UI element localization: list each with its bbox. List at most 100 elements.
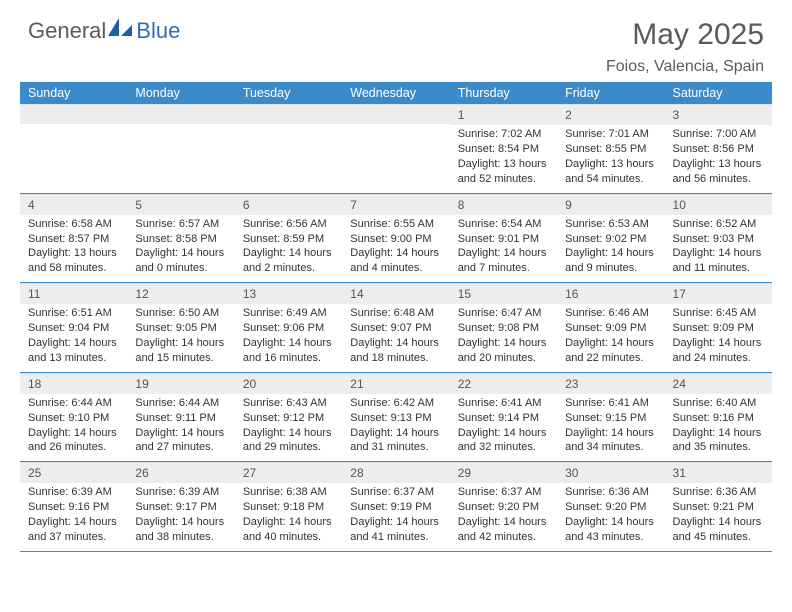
sunset-text: Sunset: 9:11 PM xyxy=(135,411,226,426)
day-number: 19 xyxy=(127,373,234,394)
sunrise-text: Sunrise: 6:36 AM xyxy=(565,485,656,500)
dow-sunday: Sunday xyxy=(20,82,127,104)
week-row: 25Sunrise: 6:39 AMSunset: 9:16 PMDayligh… xyxy=(20,462,772,552)
sunset-text: Sunset: 9:20 PM xyxy=(458,500,549,515)
sunset-text: Sunset: 9:06 PM xyxy=(243,321,334,336)
sunrise-text: Sunrise: 6:47 AM xyxy=(458,306,549,321)
daylight-text: Daylight: 14 hours and 15 minutes. xyxy=(135,336,226,366)
daylight-text: Daylight: 14 hours and 11 minutes. xyxy=(673,246,764,276)
sunrise-text: Sunrise: 6:38 AM xyxy=(243,485,334,500)
day-body: Sunrise: 6:41 AMSunset: 9:14 PMDaylight:… xyxy=(450,394,557,461)
sunset-text: Sunset: 9:16 PM xyxy=(673,411,764,426)
sunrise-text: Sunrise: 6:54 AM xyxy=(458,217,549,232)
sunrise-text: Sunrise: 6:41 AM xyxy=(458,396,549,411)
day-body: Sunrise: 6:36 AMSunset: 9:21 PMDaylight:… xyxy=(665,483,772,550)
day-number: 1 xyxy=(450,104,557,125)
day-cell: 6Sunrise: 6:56 AMSunset: 8:59 PMDaylight… xyxy=(235,194,342,283)
location-label: Foios, Valencia, Spain xyxy=(0,58,792,76)
day-cell: 20Sunrise: 6:43 AMSunset: 9:12 PMDayligh… xyxy=(235,373,342,462)
brand-left: General xyxy=(28,18,106,44)
sunset-text: Sunset: 9:07 PM xyxy=(350,321,441,336)
dow-thursday: Thursday xyxy=(450,82,557,104)
day-number: 5 xyxy=(127,194,234,215)
daylight-text: Daylight: 14 hours and 43 minutes. xyxy=(565,515,656,545)
sunset-text: Sunset: 9:12 PM xyxy=(243,411,334,426)
day-body: Sunrise: 6:37 AMSunset: 9:20 PMDaylight:… xyxy=(450,483,557,550)
week-row: 18Sunrise: 6:44 AMSunset: 9:10 PMDayligh… xyxy=(20,373,772,463)
day-cell: 8Sunrise: 6:54 AMSunset: 9:01 PMDaylight… xyxy=(450,194,557,283)
sunrise-text: Sunrise: 6:48 AM xyxy=(350,306,441,321)
day-body: Sunrise: 6:49 AMSunset: 9:06 PMDaylight:… xyxy=(235,304,342,371)
brand-sail-icon xyxy=(108,18,134,44)
day-number: 31 xyxy=(665,462,772,483)
day-number: 23 xyxy=(557,373,664,394)
day-number xyxy=(342,104,449,124)
day-body: Sunrise: 6:36 AMSunset: 9:20 PMDaylight:… xyxy=(557,483,664,550)
day-body: Sunrise: 6:47 AMSunset: 9:08 PMDaylight:… xyxy=(450,304,557,371)
dow-friday: Friday xyxy=(557,82,664,104)
sunset-text: Sunset: 9:19 PM xyxy=(350,500,441,515)
sunset-text: Sunset: 9:02 PM xyxy=(565,232,656,247)
daylight-text: Daylight: 14 hours and 0 minutes. xyxy=(135,246,226,276)
day-body: Sunrise: 6:52 AMSunset: 9:03 PMDaylight:… xyxy=(665,215,772,282)
day-body: Sunrise: 6:42 AMSunset: 9:13 PMDaylight:… xyxy=(342,394,449,461)
weeks-container: 1Sunrise: 7:02 AMSunset: 8:54 PMDaylight… xyxy=(20,104,772,552)
header: General Blue May 2025 xyxy=(0,0,792,56)
day-number: 17 xyxy=(665,283,772,304)
day-cell xyxy=(235,104,342,193)
day-body: Sunrise: 6:54 AMSunset: 9:01 PMDaylight:… xyxy=(450,215,557,282)
day-cell: 15Sunrise: 6:47 AMSunset: 9:08 PMDayligh… xyxy=(450,283,557,372)
daylight-text: Daylight: 14 hours and 26 minutes. xyxy=(28,426,119,456)
daylight-text: Daylight: 14 hours and 16 minutes. xyxy=(243,336,334,366)
day-body: Sunrise: 6:44 AMSunset: 9:10 PMDaylight:… xyxy=(20,394,127,461)
day-cell: 12Sunrise: 6:50 AMSunset: 9:05 PMDayligh… xyxy=(127,283,234,372)
sunset-text: Sunset: 8:54 PM xyxy=(458,142,549,157)
day-cell: 4Sunrise: 6:58 AMSunset: 8:57 PMDaylight… xyxy=(20,194,127,283)
day-cell: 21Sunrise: 6:42 AMSunset: 9:13 PMDayligh… xyxy=(342,373,449,462)
sunset-text: Sunset: 9:13 PM xyxy=(350,411,441,426)
day-body: Sunrise: 6:38 AMSunset: 9:18 PMDaylight:… xyxy=(235,483,342,550)
sunset-text: Sunset: 9:05 PM xyxy=(135,321,226,336)
dow-saturday: Saturday xyxy=(665,82,772,104)
sunrise-text: Sunrise: 7:00 AM xyxy=(673,127,764,142)
day-body: Sunrise: 6:45 AMSunset: 9:09 PMDaylight:… xyxy=(665,304,772,371)
daylight-text: Daylight: 14 hours and 45 minutes. xyxy=(673,515,764,545)
sunrise-text: Sunrise: 7:02 AM xyxy=(458,127,549,142)
sunset-text: Sunset: 9:21 PM xyxy=(673,500,764,515)
day-body: Sunrise: 6:50 AMSunset: 9:05 PMDaylight:… xyxy=(127,304,234,371)
week-row: 1 Sunrise: 7:02 AMSunset: 8:54 PMDaylight… xyxy=(20,104,772,194)
sunset-text: Sunset: 9:18 PM xyxy=(243,500,334,515)
daylight-text: Daylight: 14 hours and 20 minutes. xyxy=(458,336,549,366)
day-number: 2 xyxy=(557,104,664,125)
sunset-text: Sunset: 8:58 PM xyxy=(135,232,226,247)
day-number: 12 xyxy=(127,283,234,304)
day-cell: 31Sunrise: 6:36 AMSunset: 9:21 PMDayligh… xyxy=(665,462,772,551)
sunrise-text: Sunrise: 6:56 AM xyxy=(243,217,334,232)
sunrise-text: Sunrise: 6:41 AM xyxy=(565,396,656,411)
day-number xyxy=(20,104,127,124)
day-cell: 19Sunrise: 6:44 AMSunset: 9:11 PMDayligh… xyxy=(127,373,234,462)
sunset-text: Sunset: 9:16 PM xyxy=(28,500,119,515)
day-cell: 28Sunrise: 6:37 AMSunset: 9:19 PMDayligh… xyxy=(342,462,449,551)
day-body: Sunrise: 6:46 AMSunset: 9:09 PMDaylight:… xyxy=(557,304,664,371)
sunrise-text: Sunrise: 6:43 AM xyxy=(243,396,334,411)
daylight-text: Daylight: 13 hours and 58 minutes. xyxy=(28,246,119,276)
day-number: 29 xyxy=(450,462,557,483)
daylight-text: Daylight: 13 hours and 52 minutes. xyxy=(458,157,549,187)
day-number: 11 xyxy=(20,283,127,304)
daylight-text: Daylight: 14 hours and 42 minutes. xyxy=(458,515,549,545)
day-cell: 2Sunrise: 7:01 AMSunset: 8:55 PMDaylight… xyxy=(557,104,664,193)
daylight-text: Daylight: 14 hours and 22 minutes. xyxy=(565,336,656,366)
day-cell: 16Sunrise: 6:46 AMSunset: 9:09 PMDayligh… xyxy=(557,283,664,372)
daylight-text: Daylight: 14 hours and 7 minutes. xyxy=(458,246,549,276)
sunset-text: Sunset: 9:03 PM xyxy=(673,232,764,247)
day-number: 27 xyxy=(235,462,342,483)
sunrise-text: Sunrise: 6:55 AM xyxy=(350,217,441,232)
day-cell: 27Sunrise: 6:38 AMSunset: 9:18 PMDayligh… xyxy=(235,462,342,551)
day-number: 30 xyxy=(557,462,664,483)
day-cell: 9Sunrise: 6:53 AMSunset: 9:02 PMDaylight… xyxy=(557,194,664,283)
sunset-text: Sunset: 9:04 PM xyxy=(28,321,119,336)
day-number: 21 xyxy=(342,373,449,394)
day-number: 16 xyxy=(557,283,664,304)
day-cell: 17Sunrise: 6:45 AMSunset: 9:09 PMDayligh… xyxy=(665,283,772,372)
